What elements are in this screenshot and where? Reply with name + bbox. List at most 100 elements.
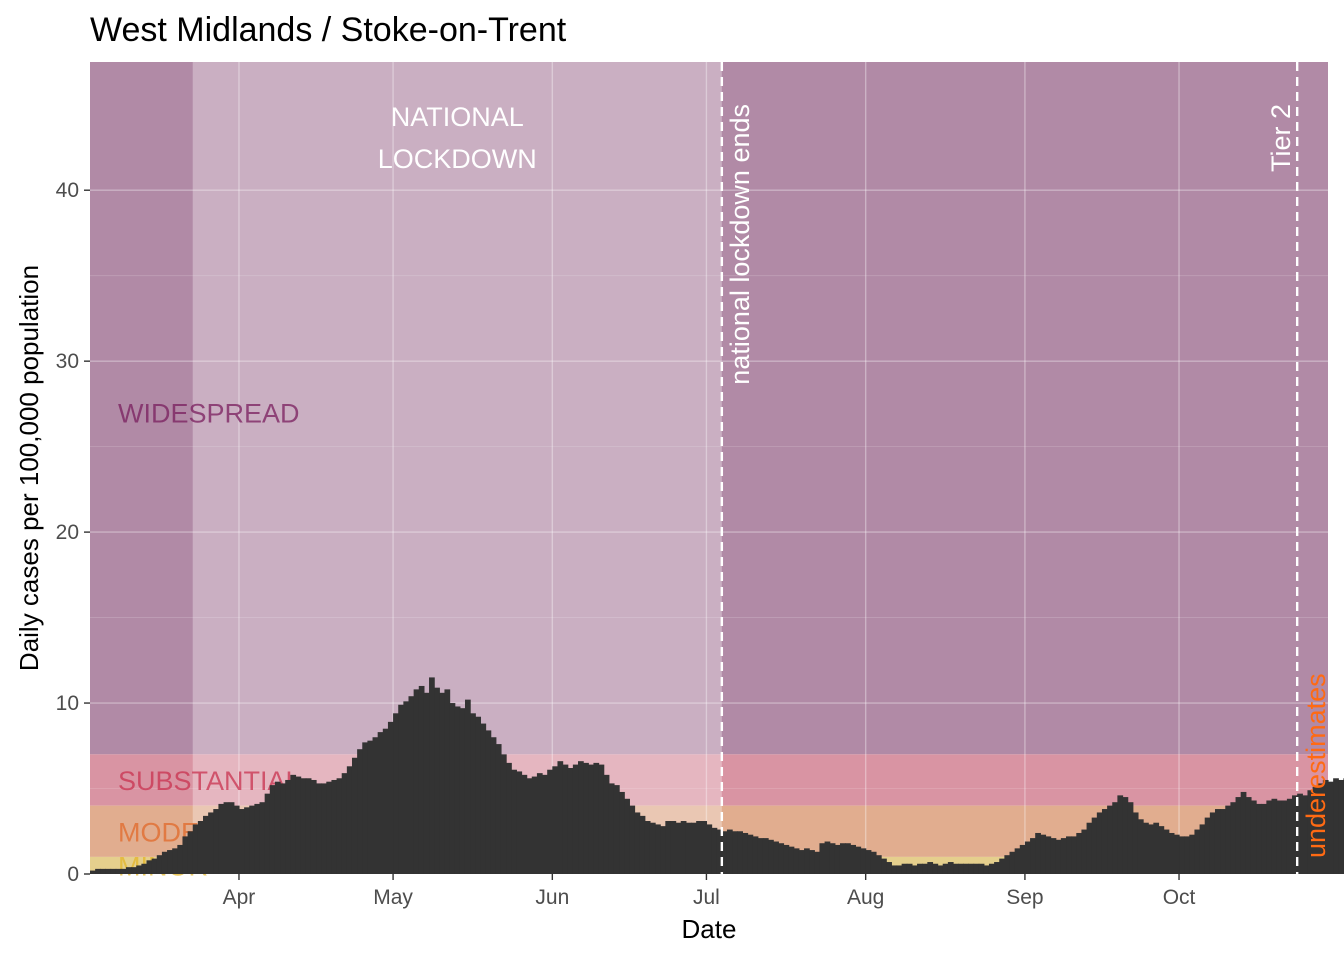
- period-label: NATIONAL: [391, 102, 524, 132]
- bar: [649, 822, 656, 874]
- bar: [1194, 829, 1201, 874]
- bar: [1035, 832, 1041, 874]
- bar: [1091, 817, 1098, 874]
- bar: [1250, 800, 1257, 874]
- bar: [917, 863, 923, 874]
- bar: [747, 834, 754, 874]
- bar: [362, 742, 368, 874]
- bar: [572, 764, 579, 874]
- bar: [660, 826, 666, 874]
- bar: [860, 848, 867, 874]
- bar: [285, 779, 291, 874]
- bar: [1004, 855, 1011, 874]
- bar: [269, 785, 276, 874]
- bar: [947, 862, 954, 874]
- x-tick-label: Aug: [847, 886, 884, 909]
- bar: [511, 769, 517, 874]
- bar: [506, 762, 512, 874]
- bar: [583, 762, 589, 874]
- bar: [1107, 805, 1113, 874]
- bar: [321, 783, 327, 874]
- bar: [778, 843, 785, 874]
- bar: [1132, 812, 1139, 874]
- bar: [1240, 791, 1247, 874]
- bar: [1266, 800, 1273, 874]
- bar: [238, 809, 245, 874]
- bar: [274, 781, 281, 874]
- bar: [1019, 844, 1026, 874]
- bar: [603, 774, 610, 874]
- bar: [829, 843, 836, 874]
- bar: [1127, 802, 1134, 874]
- bar: [1009, 851, 1016, 874]
- bar: [141, 863, 148, 874]
- bar: [100, 868, 107, 874]
- bar: [1230, 802, 1237, 874]
- bar: [881, 858, 887, 874]
- bar: [927, 862, 934, 874]
- period-label: LOCKDOWN: [378, 144, 537, 174]
- bar: [1189, 834, 1196, 874]
- bar: [500, 754, 507, 874]
- bar: [326, 781, 333, 874]
- bar: [156, 855, 163, 874]
- bar: [218, 803, 225, 874]
- bar: [1184, 836, 1190, 874]
- bar: [192, 824, 199, 874]
- bar: [999, 858, 1005, 874]
- bar: [845, 843, 851, 874]
- bar: [911, 865, 918, 874]
- y-tick-label: 20: [56, 521, 79, 544]
- bar: [434, 687, 440, 874]
- bar: [891, 865, 898, 874]
- bar: [613, 785, 620, 874]
- bar: [1307, 790, 1314, 874]
- bar: [95, 868, 101, 874]
- bar: [1060, 838, 1067, 874]
- y-tick-label: 30: [56, 350, 79, 373]
- bar: [213, 809, 220, 874]
- bar: [131, 867, 137, 874]
- bar: [578, 761, 584, 874]
- bar: [459, 708, 466, 874]
- bar: [655, 824, 661, 874]
- bar: [901, 863, 908, 874]
- bar: [1179, 836, 1185, 874]
- bar: [562, 764, 569, 874]
- bar: [973, 863, 980, 874]
- bar: [1281, 800, 1288, 874]
- bar: [768, 839, 774, 874]
- bar: [834, 844, 841, 874]
- bar: [886, 862, 892, 874]
- bar: [742, 832, 749, 874]
- bar: [1328, 781, 1334, 874]
- event-label: Tier 2: [1266, 104, 1296, 172]
- bar: [439, 692, 446, 874]
- bar: [1112, 802, 1118, 874]
- bar: [167, 850, 173, 874]
- bar: [557, 761, 564, 874]
- bar: [1071, 836, 1077, 874]
- bar: [850, 844, 857, 874]
- bar: [475, 716, 482, 874]
- bar: [1148, 824, 1154, 874]
- bar: [685, 822, 692, 874]
- bar: [105, 868, 112, 874]
- x-tick-label: May: [373, 886, 413, 909]
- bar: [644, 821, 651, 874]
- bar: [316, 783, 322, 874]
- bar: [670, 821, 677, 874]
- bar: [906, 863, 913, 874]
- bar: [151, 858, 158, 874]
- bar: [547, 769, 553, 874]
- bar: [1312, 786, 1319, 874]
- bar: [773, 841, 779, 874]
- bar: [1271, 798, 1278, 874]
- bar: [290, 774, 297, 874]
- bar: [608, 783, 615, 874]
- bar: [1333, 778, 1339, 874]
- bar: [449, 703, 456, 874]
- bar: [922, 863, 928, 874]
